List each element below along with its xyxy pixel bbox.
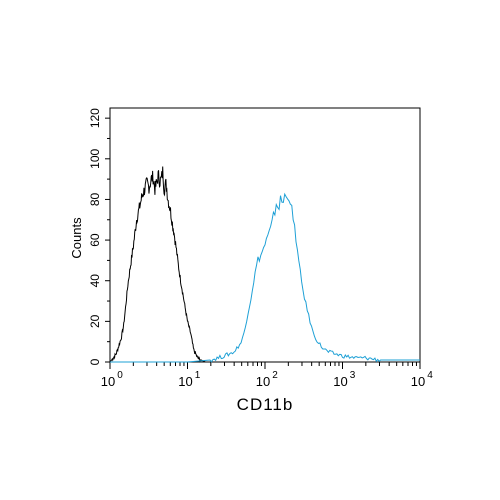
y-tick-label: 120 [88,108,102,128]
y-tick-label: 20 [88,314,102,328]
y-tick-label: 40 [88,274,102,288]
y-axis-label: Counts [69,217,84,259]
x-tick-label: 10 [411,374,425,389]
histogram-series-1 [109,166,211,363]
plot-area [109,166,420,363]
x-tick-exponent: 1 [195,370,201,381]
x-tick-exponent: 3 [350,370,356,381]
y-axis: 0 20 40 60 80 100 120 [88,108,110,365]
histogram-series-2 [110,192,420,363]
x-tick-label: 10 [101,374,115,389]
x-tick-exponent: 4 [427,370,433,381]
x-tick-label: 10 [256,374,270,389]
y-tick-label: 80 [88,192,102,206]
plot-frame [109,107,421,363]
x-tick-exponent: 2 [272,370,278,381]
y-tick-label: 100 [88,148,102,168]
y-tick-label: 0 [88,358,102,365]
y-tick-label: 60 [88,233,102,247]
x-tick-label: 10 [178,374,192,389]
x-tick-exponent: 0 [117,370,123,381]
x-axis: 10 0 10 1 10 2 10 3 10 4 [101,362,433,389]
x-tick-label: 10 [333,374,347,389]
x-axis-label: CD11b [237,395,294,414]
